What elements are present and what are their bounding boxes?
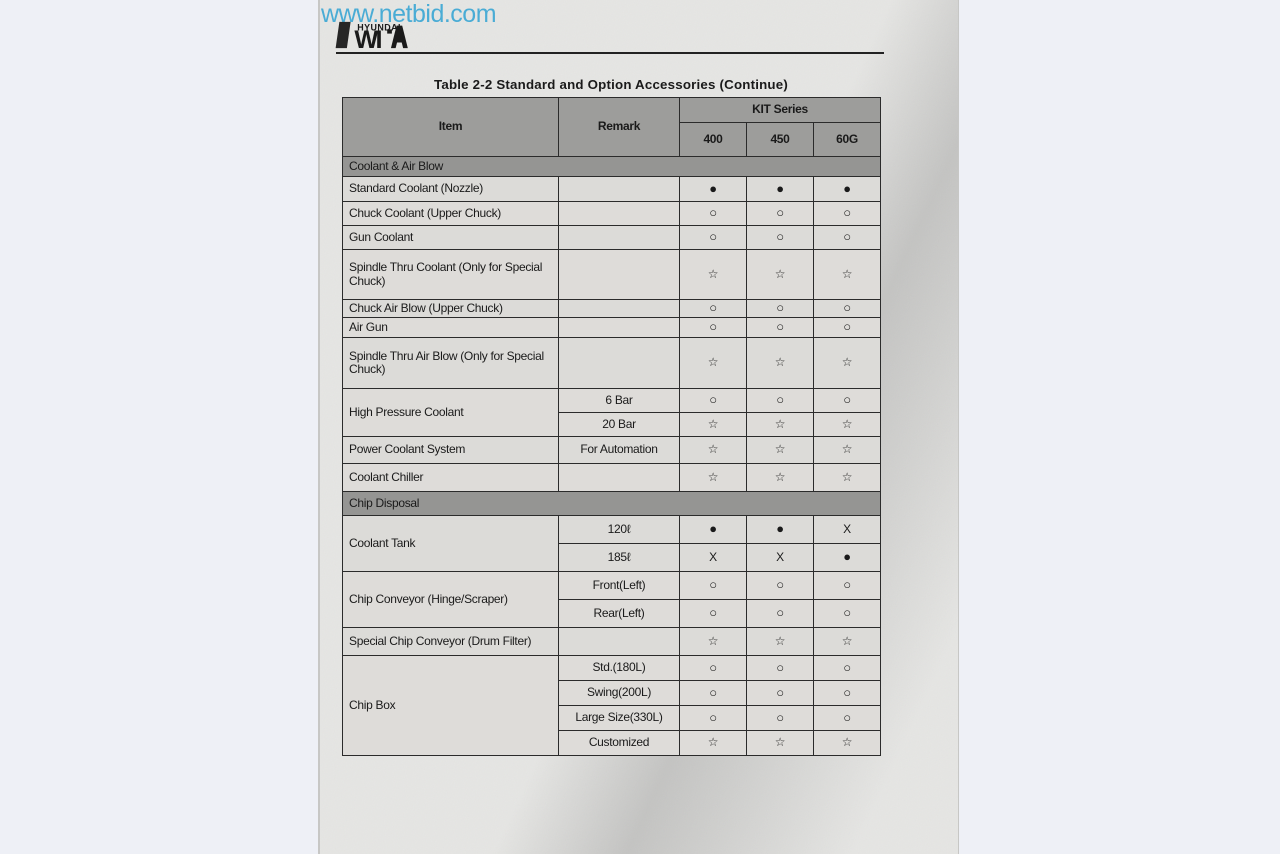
svg-text:WI: WI	[354, 26, 381, 50]
